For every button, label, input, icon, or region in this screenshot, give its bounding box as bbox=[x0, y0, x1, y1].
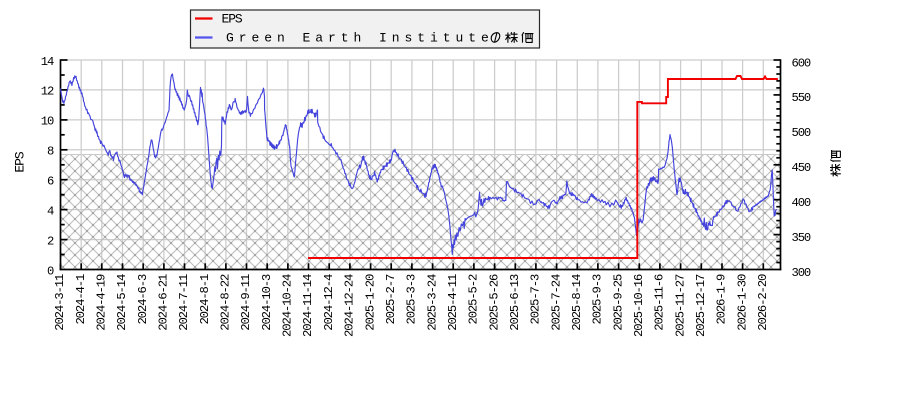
svg-text:2024-4-1: 2024-4-1 bbox=[74, 274, 88, 324]
svg-text:2024-10-3: 2024-10-3 bbox=[260, 274, 274, 331]
svg-text:8: 8 bbox=[47, 145, 54, 159]
svg-text:2025-7-24: 2025-7-24 bbox=[549, 274, 563, 331]
svg-text:2024-6-21: 2024-6-21 bbox=[157, 274, 171, 331]
svg-text:2024-7-11: 2024-7-11 bbox=[177, 274, 191, 331]
svg-text:300: 300 bbox=[792, 266, 811, 280]
svg-text:2024-6-3: 2024-6-3 bbox=[136, 274, 150, 324]
svg-text:2025-1-20: 2025-1-20 bbox=[363, 274, 377, 331]
svg-text:2024-8-22: 2024-8-22 bbox=[219, 274, 233, 331]
svg-text:4: 4 bbox=[47, 204, 54, 218]
svg-text:14: 14 bbox=[41, 55, 54, 69]
svg-text:6: 6 bbox=[47, 175, 54, 189]
svg-text:Green Earth Institute: Green Earth Institute bbox=[226, 31, 494, 46]
svg-text:2025-9-3: 2025-9-3 bbox=[591, 274, 605, 324]
svg-text:2024-5-14: 2024-5-14 bbox=[115, 274, 129, 331]
svg-text:550: 550 bbox=[792, 91, 811, 105]
svg-text:2024-10-24: 2024-10-24 bbox=[281, 274, 295, 337]
svg-text:2025-2-7: 2025-2-7 bbox=[384, 274, 398, 324]
svg-text:10: 10 bbox=[41, 115, 54, 129]
svg-text:350: 350 bbox=[792, 231, 811, 245]
svg-text:2024-4-19: 2024-4-19 bbox=[95, 274, 109, 331]
svg-text:2025-8-14: 2025-8-14 bbox=[570, 274, 584, 331]
svg-text:2025-10-16: 2025-10-16 bbox=[632, 274, 646, 337]
svg-text:400: 400 bbox=[792, 196, 811, 210]
svg-text:2025-11-6: 2025-11-6 bbox=[653, 274, 667, 331]
svg-text:2026-2-20: 2026-2-20 bbox=[756, 274, 770, 331]
svg-text:600: 600 bbox=[792, 56, 811, 70]
svg-text:500: 500 bbox=[792, 126, 811, 140]
svg-text:2024-12-24: 2024-12-24 bbox=[343, 274, 357, 337]
svg-text:2025-5-26: 2025-5-26 bbox=[487, 274, 501, 331]
svg-text:2026-1-30: 2026-1-30 bbox=[735, 274, 749, 331]
svg-text:2025-3-24: 2025-3-24 bbox=[425, 274, 439, 331]
svg-text:EPS: EPS bbox=[222, 12, 243, 27]
svg-text:2024-11-14: 2024-11-14 bbox=[301, 274, 315, 337]
svg-text:2026-1-9: 2026-1-9 bbox=[715, 274, 729, 324]
svg-text:2025-7-3: 2025-7-3 bbox=[529, 274, 543, 324]
svg-text:2025-11-27: 2025-11-27 bbox=[673, 274, 687, 337]
svg-text:2024-12-4: 2024-12-4 bbox=[322, 274, 336, 331]
svg-text:2025-12-17: 2025-12-17 bbox=[694, 274, 708, 337]
svg-text:450: 450 bbox=[792, 161, 811, 175]
svg-text:2025-5-2: 2025-5-2 bbox=[467, 274, 481, 324]
svg-text:2024-3-11: 2024-3-11 bbox=[53, 274, 67, 331]
svg-text:2: 2 bbox=[47, 234, 54, 248]
svg-text:2025-3-3: 2025-3-3 bbox=[405, 274, 419, 324]
svg-text:2024-8-1: 2024-8-1 bbox=[198, 274, 212, 324]
svg-text:2025-4-11: 2025-4-11 bbox=[446, 274, 460, 331]
svg-text:2025-6-13: 2025-6-13 bbox=[508, 274, 522, 331]
svg-text:0: 0 bbox=[47, 264, 54, 278]
svg-text:2025-9-25: 2025-9-25 bbox=[611, 274, 625, 331]
svg-text:EPS: EPS bbox=[13, 151, 28, 172]
svg-text:2024-9-11: 2024-9-11 bbox=[239, 274, 253, 331]
svg-text:12: 12 bbox=[41, 85, 54, 99]
